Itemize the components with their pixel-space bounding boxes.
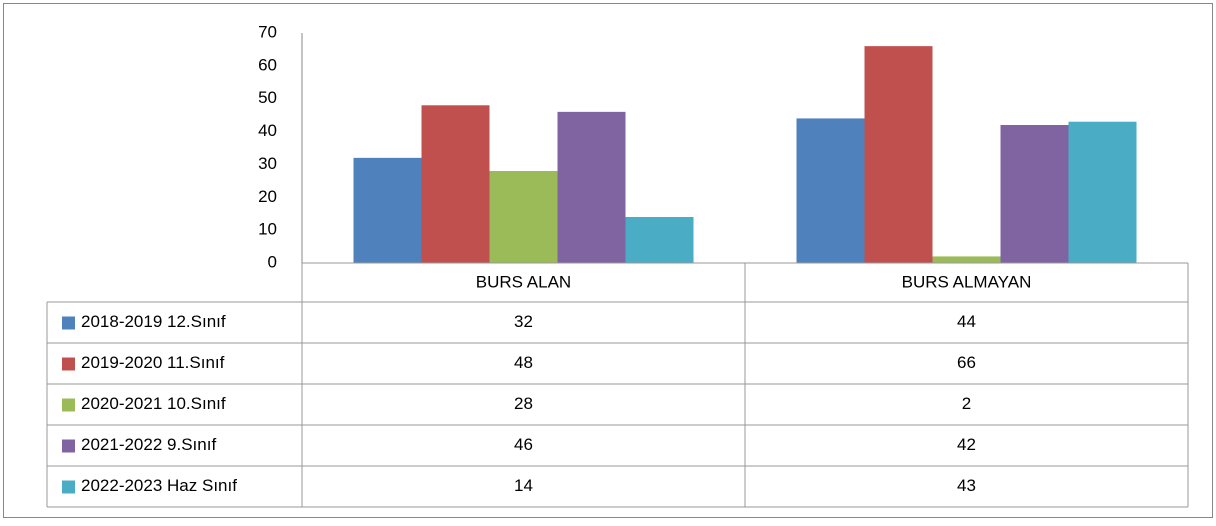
legend-label: 2018-2019 12.Sınıf [81,312,226,331]
x-tick-label: BURS ALMAYAN [902,272,1032,291]
y-tick-label: 60 [258,55,277,74]
bar [864,46,933,264]
y-tick-label: 70 [258,22,277,41]
legend-swatch [62,480,75,494]
table-value: 2 [962,394,971,413]
legend-label: 2020-2021 10.Sınıf [81,394,226,413]
legend-swatch [62,316,75,330]
table-value: 14 [514,476,533,495]
bar [1000,125,1069,263]
bar [489,171,558,263]
table-value: 66 [957,353,976,372]
table-value: 43 [957,476,976,495]
y-tick-label: 10 [258,220,277,239]
table-value: 42 [957,435,976,454]
legend-swatch [62,357,75,371]
bar [625,217,694,263]
legend-label: 2019-2020 11.Sınıf [81,353,225,372]
bar [796,118,865,263]
y-tick-label: 20 [258,187,277,206]
bar [421,105,490,264]
bar [932,256,1001,263]
y-tick-label: 50 [258,88,277,107]
legend-swatch [62,439,75,453]
legend-swatch [62,398,75,412]
legend-label: 2022-2023 Haz Sınıf [81,476,237,495]
y-tick-label: 30 [258,154,277,173]
table-value: 46 [514,435,533,454]
table-value: 44 [957,312,976,331]
bar [1068,121,1137,263]
table-value: 48 [514,353,533,372]
legend-label: 2021-2022 9.Sınıf [81,435,216,454]
bar [557,111,626,263]
table-value: 32 [514,312,533,331]
y-tick-label: 0 [268,252,277,271]
x-tick-label: BURS ALAN [476,272,571,291]
bar [353,157,422,263]
table-value: 28 [514,394,533,413]
y-tick-label: 40 [258,121,277,140]
